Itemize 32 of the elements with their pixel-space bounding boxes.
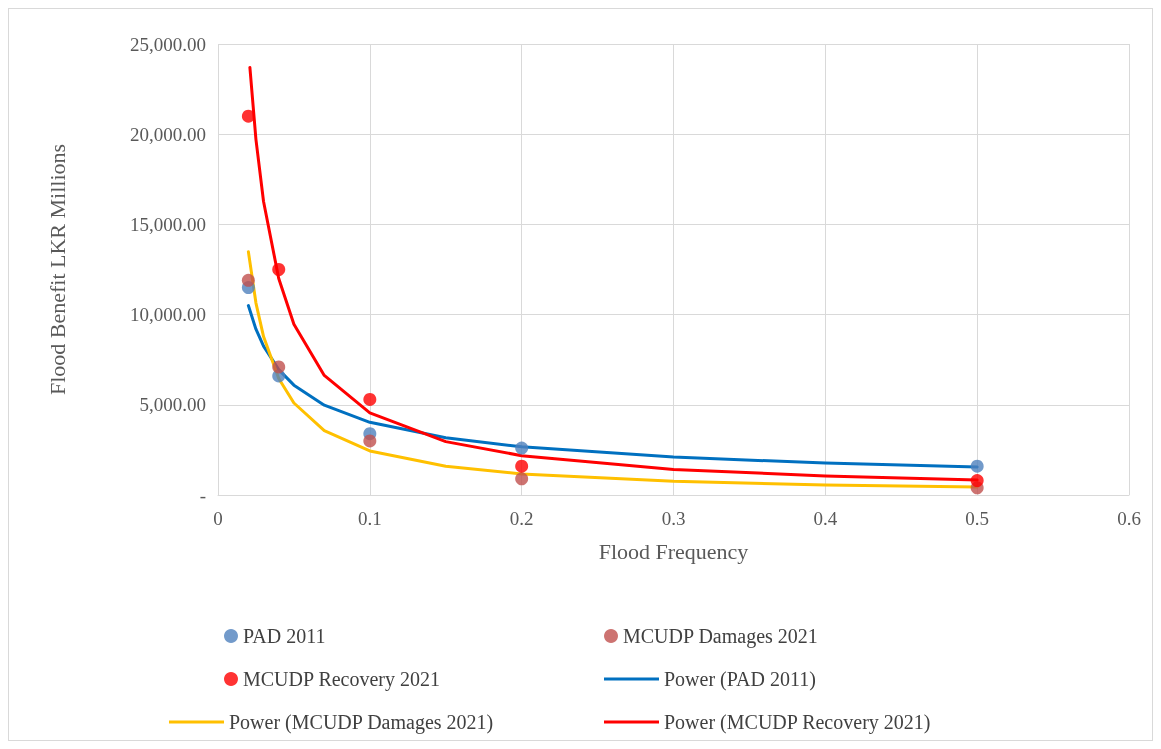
x-tick-label: 0.6 xyxy=(1117,508,1141,529)
point xyxy=(970,459,984,473)
legend-label: MCUDP Damages 2021 xyxy=(623,625,818,648)
x-axis-title: Flood Frequency xyxy=(598,538,749,564)
x-tick-label: 0.4 xyxy=(813,508,838,529)
y-axis-title: Flood Benefit LKR Millions xyxy=(44,143,70,396)
legend-label: MCUDP Recovery 2021 xyxy=(243,668,441,691)
x-tick-label: 0.1 xyxy=(357,508,382,529)
y-tick-label: 5,000.00 xyxy=(139,394,206,416)
x-tick-label: 0.3 xyxy=(661,508,686,529)
y-tick-label: 25,000.00 xyxy=(130,33,206,55)
point xyxy=(241,273,255,287)
legend-label: PAD 2011 xyxy=(243,625,326,647)
point xyxy=(241,109,255,123)
point xyxy=(515,441,529,455)
y-tick-label: 20,000.00 xyxy=(130,123,206,145)
x-tick-label: 0.2 xyxy=(509,508,534,529)
y-tick-label: 10,000.00 xyxy=(130,304,206,326)
legend-label: Power (MCUDP Damages 2021) xyxy=(229,711,494,734)
x-tick-label: 0.5 xyxy=(965,508,990,529)
point xyxy=(515,459,529,473)
point xyxy=(363,392,377,406)
point xyxy=(272,263,286,276)
legend-label: Power (PAD 2011) xyxy=(664,668,816,691)
y-tick-label: 15,000.00 xyxy=(130,213,206,235)
point xyxy=(970,474,984,488)
x-tick-label: 0 xyxy=(213,508,223,529)
point xyxy=(272,360,286,374)
point xyxy=(515,472,529,486)
legend-label: Power (MCUDP Recovery 2021) xyxy=(664,711,931,734)
point xyxy=(363,434,377,448)
y-tick-label: - xyxy=(199,484,206,506)
